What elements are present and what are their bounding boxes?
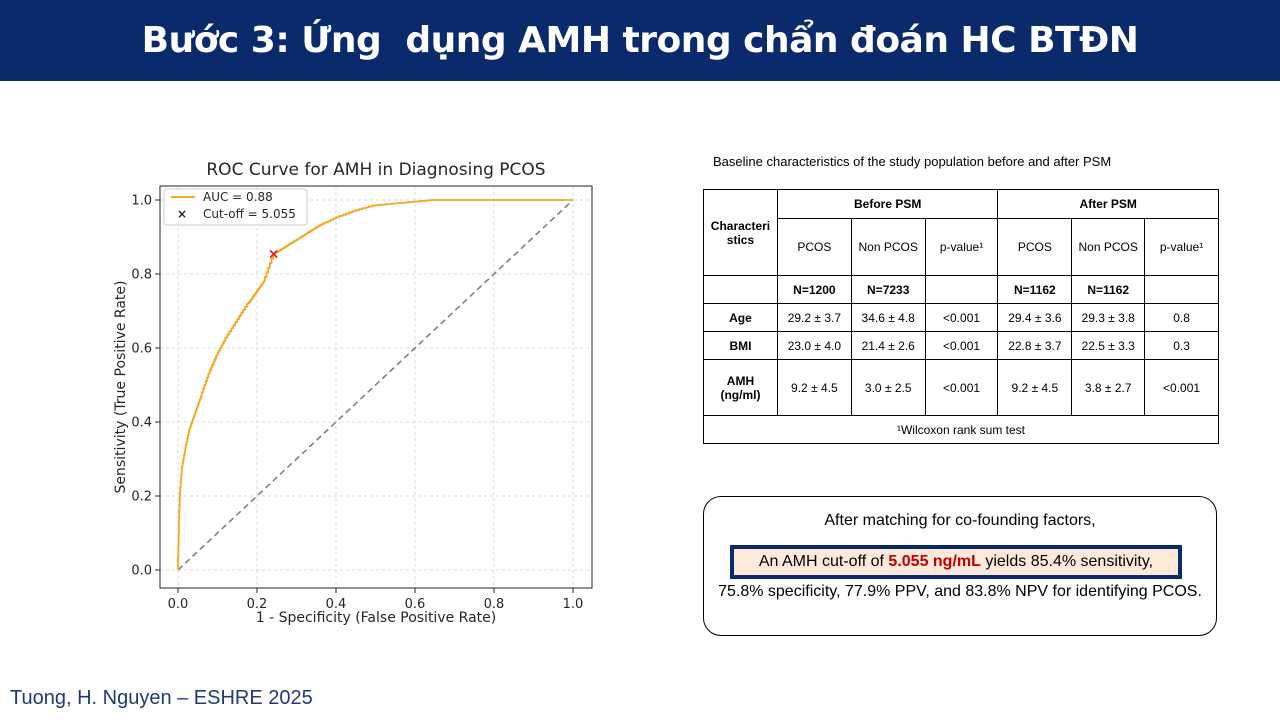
y-tick-label: 0.2 [131, 490, 152, 505]
title-bar: Bước 3: Ứng dụng AMH trong chẩn đoán HC … [0, 0, 1280, 81]
grid-layer [160, 186, 592, 588]
highlight-value: 5.055 ng/mL [888, 553, 981, 570]
series-layer [177, 199, 574, 571]
table-cell: <0.001 [924, 303, 999, 332]
cutoff-marker [269, 249, 278, 259]
group-header-before: Before PSM [776, 189, 999, 219]
table-cell: <0.001 [924, 359, 999, 416]
table-cell: 9.2 ± 4.5 [997, 359, 1073, 416]
baseline-table: Characteri stics Before PSM After PSM PC… [703, 189, 1219, 444]
roc-curve-line [177, 199, 573, 570]
y-tick-label: 0.0 [131, 564, 152, 579]
n-cell: N=1162 [1071, 275, 1146, 304]
y-tick-label: 0.6 [131, 342, 152, 357]
x-tick-label: 1.0 [563, 597, 584, 612]
summary-line-3: 75.8% specificity, 77.9% PPV, and 83.8% … [718, 583, 1202, 600]
chart-title: ROC Curve for AMH in Diagnosing PCOS [206, 160, 545, 180]
sub-header: PCOS [776, 218, 852, 276]
y-tick-label: 1.0 [131, 194, 152, 209]
summary-highlight: An AMH cut-off of 5.055 ng/mL yields 85.… [730, 545, 1182, 579]
n-cell: N=1162 [997, 275, 1073, 304]
table-cell: 3.8 ± 2.7 [1071, 359, 1146, 416]
y-axis-label: Sensitivity (True Positive Rate) [113, 281, 129, 494]
sub-header: Non PCOS [850, 218, 926, 276]
plot-frame [159, 185, 593, 589]
x-tick-label: 0.6 [405, 597, 426, 612]
summary-line-1: After matching for co-founding factors, [824, 512, 1096, 529]
slide-title: Bước 3: Ứng dụng AMH trong chẩn đoán HC … [141, 20, 1139, 61]
summary-box: After matching for co-founding factors, … [703, 496, 1217, 636]
y-tick-label: 0.4 [131, 416, 152, 431]
table-cell: 3.0 ± 2.5 [850, 359, 926, 416]
n-cell: N=1200 [776, 275, 852, 304]
legend-cutoff-swatch: × [177, 207, 187, 221]
legend-auc-label: AUC = 0.88 [203, 190, 273, 204]
table-caption: Baseline characteristics of the study po… [713, 154, 1112, 169]
row-label: BMI [703, 331, 778, 360]
x-tick-label: 0.4 [326, 597, 347, 612]
n-row-label [703, 275, 778, 304]
diagonal-reference-line [177, 199, 574, 571]
n-cell [924, 275, 999, 304]
sub-header: Non PCOS [1071, 218, 1146, 276]
sub-header: p-value¹ [924, 218, 999, 276]
table-row: BMI 23.0 ± 4.0 21.4 ± 2.6 <0.001 22.8 ± … [703, 331, 1219, 360]
table-cell: 29.3 ± 3.8 [1071, 303, 1146, 332]
n-cell: N=7233 [850, 275, 926, 304]
table-cell: 0.8 [1144, 303, 1219, 332]
highlight-post: yields 85.4% sensitivity, [980, 553, 1154, 570]
table-cell: 0.3 [1144, 331, 1219, 360]
legend-box [163, 188, 308, 226]
table-cell: 22.5 ± 3.3 [1071, 331, 1146, 360]
x-tick-label: 0.2 [247, 597, 268, 612]
roc-chart: 0.0 0.2 0.4 0.6 0.8 1.0 0.0 0.2 0.4 0.6 0.8 1.0 ROC… [100, 150, 610, 640]
table-cell: <0.001 [924, 331, 999, 360]
x-axis-label: 1 - Specificity (False Positive Rate) [256, 610, 497, 626]
y-tick-label: 0.8 [131, 268, 152, 283]
tick-layer: 0.0 0.2 0.4 0.6 0.8 1.0 0.0 0.2 0.4 0.6 0.8 1.0 [131, 194, 583, 613]
table-cell: 29.2 ± 3.7 [776, 303, 852, 332]
legend-cutoff-label: Cut-off = 5.055 [203, 207, 296, 221]
x-tick-label: 0.8 [484, 597, 505, 612]
table-row: Age 29.2 ± 3.7 34.6 ± 4.8 <0.001 29.4 ± … [703, 303, 1219, 332]
highlight-pre: An AMH cut-off of [758, 553, 889, 570]
x-tick-label: 0.0 [168, 597, 189, 612]
sub-header: PCOS [997, 218, 1073, 276]
sub-header: p-value¹ [1144, 218, 1219, 276]
table-cell: 21.4 ± 2.6 [850, 331, 926, 360]
table-cell: 9.2 ± 4.5 [776, 359, 852, 416]
table-cell: 23.0 ± 4.0 [776, 331, 852, 360]
table-row: AMH (ng/ml) 9.2 ± 4.5 3.0 ± 2.5 <0.001 9… [703, 359, 1219, 416]
col-header-characteristics: Characteri stics [703, 189, 778, 276]
legend: AUC = 0.88 × Cut-off = 5.055 [163, 188, 308, 226]
slide-footer: Tuong, H. Nguyen – ESHRE 2025 [10, 687, 313, 709]
table-footnote: ¹Wilcoxon rank sum test [703, 415, 1219, 444]
table-row-n: N=1200 N=7233 N=1162 N=1162 [703, 275, 1219, 304]
row-label: Age [703, 303, 778, 332]
row-label: AMH (ng/ml) [703, 359, 778, 416]
table-cell: 34.6 ± 4.8 [850, 303, 926, 332]
table-cell: 29.4 ± 3.6 [997, 303, 1073, 332]
n-cell [1144, 275, 1219, 304]
table-cell: <0.001 [1144, 359, 1219, 416]
group-header-after: After PSM [997, 189, 1219, 219]
roc-chart-svg: 0.0 0.2 0.4 0.6 0.8 1.0 0.0 0.2 0.4 0.6 0.8 1.0 ROC… [113, 160, 593, 626]
cutoff-marker-stroke [269, 249, 278, 259]
table-cell: 22.8 ± 3.7 [997, 331, 1073, 360]
